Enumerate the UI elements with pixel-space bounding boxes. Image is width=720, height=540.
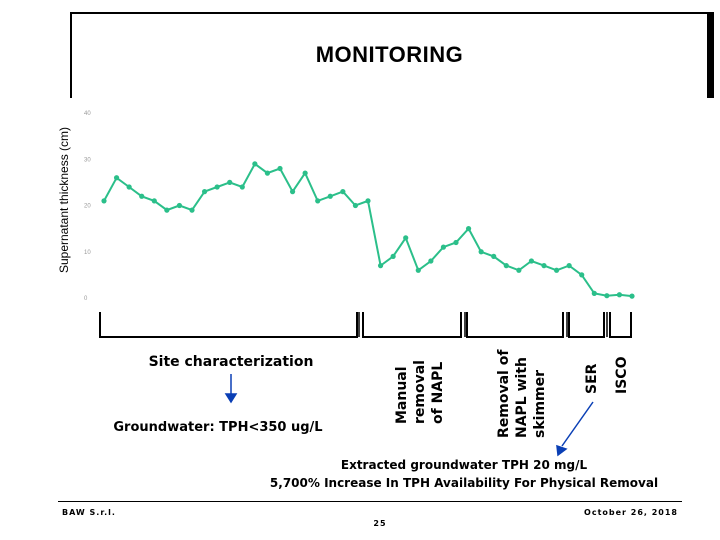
data-point [352, 202, 359, 209]
data-point [403, 235, 409, 241]
footer-company: BAW S.r.l. [62, 508, 116, 517]
y-tick-label: 30 [84, 157, 91, 163]
data-point [579, 272, 585, 278]
data-point [541, 263, 547, 269]
data-point [126, 184, 132, 190]
data-point [101, 198, 107, 204]
data-point [189, 207, 195, 213]
y-tick-label: 10 [84, 250, 91, 256]
footer-page-number: 25 [373, 519, 387, 528]
y-tick-label: 40 [84, 111, 91, 117]
data-point [151, 198, 157, 204]
data-point [491, 253, 497, 259]
phase-ser: SER [584, 363, 600, 394]
bracket-manual-removal [362, 312, 462, 338]
data-point [176, 202, 183, 209]
bracket-ser [568, 312, 605, 338]
data-point [365, 198, 371, 204]
bracket-site-characterization [99, 312, 358, 338]
series-line [103, 162, 633, 298]
data-point [440, 244, 447, 250]
data-point [277, 165, 283, 172]
data-point [214, 184, 220, 190]
data-point [553, 267, 560, 273]
data-point [302, 170, 308, 176]
phase-manual-removal-line1: Manual [394, 366, 410, 424]
y-tick-label: 20 [84, 204, 91, 210]
data-point [465, 226, 472, 232]
data-point [327, 193, 333, 199]
data-point [453, 239, 459, 246]
data-point [315, 198, 321, 204]
phase-manual-removal-line3: of NAPL [430, 362, 446, 424]
data-point [516, 267, 522, 273]
y-axis-label: Supernatant thickness (cm) [57, 127, 71, 273]
data-point [264, 170, 271, 176]
phase-isco: ISCO [614, 356, 630, 394]
y-tick-label: 0 [84, 296, 88, 302]
arrow-extracted [556, 401, 594, 457]
data-point [503, 263, 509, 269]
data-point [428, 258, 434, 264]
data-point [289, 189, 296, 195]
data-point [591, 290, 597, 296]
data-point [201, 189, 208, 195]
extracted-note-line1: Extracted groundwater TPH 20 mg/L [340, 458, 588, 472]
data-point [616, 292, 623, 298]
data-point [252, 161, 258, 167]
data-point [478, 249, 484, 255]
data-point [415, 267, 421, 273]
bracket-skimmer [466, 312, 564, 338]
data-point [239, 184, 245, 190]
phase-skimmer-line1: Removal of [496, 349, 512, 438]
phase-skimmer-line2: NAPL with [514, 357, 530, 438]
phase-skimmer-line3: skimmer [532, 370, 548, 438]
data-point [604, 293, 610, 299]
data-point [164, 207, 170, 213]
data-point [139, 193, 145, 199]
arrow-groundwater [224, 374, 238, 404]
data-point [528, 258, 535, 264]
data-point [113, 175, 120, 181]
groundwater-note: Groundwater: TPH<350 ug/L [113, 420, 322, 435]
data-point [629, 293, 635, 299]
data-point [390, 253, 396, 259]
phase-site-characterization: Site characterization [149, 354, 314, 370]
bracket-isco [609, 312, 632, 338]
footer-divider [58, 501, 682, 502]
data-point [566, 263, 572, 269]
data-point [340, 189, 346, 195]
footer-date: October 26, 2018 [584, 508, 678, 517]
phase-manual-removal-line2: removal [412, 360, 428, 424]
page-title: MONITORING [315, 42, 464, 67]
data-point [227, 179, 233, 185]
extracted-note-line2: 5,700% Increase In TPH Availability For … [269, 476, 659, 490]
title-box: MONITORING [70, 12, 714, 98]
data-point [377, 263, 384, 269]
